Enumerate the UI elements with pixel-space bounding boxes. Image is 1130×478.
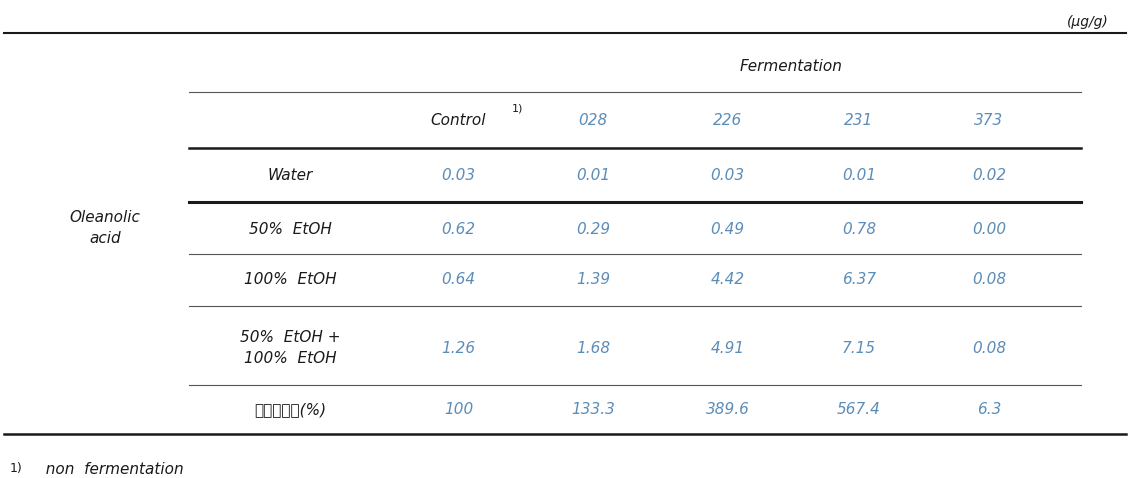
Text: Water: Water	[268, 168, 313, 183]
Text: Fermentation: Fermentation	[739, 59, 843, 74]
Text: 합산증가율(%): 합산증가율(%)	[254, 402, 327, 417]
Text: 028: 028	[579, 113, 608, 128]
Text: 7.15: 7.15	[842, 341, 876, 356]
Text: 0.08: 0.08	[972, 341, 1006, 356]
Text: (μg/g): (μg/g)	[1067, 15, 1109, 29]
Text: 1): 1)	[512, 103, 523, 113]
Text: 567.4: 567.4	[837, 402, 880, 417]
Text: 1.39: 1.39	[576, 272, 610, 287]
Text: 50%  EtOH +
100%  EtOH: 50% EtOH + 100% EtOH	[240, 330, 340, 366]
Text: 0.00: 0.00	[972, 222, 1006, 237]
Text: non  fermentation: non fermentation	[35, 462, 183, 477]
Text: 389.6: 389.6	[706, 402, 749, 417]
Text: 1.26: 1.26	[442, 341, 476, 356]
Text: 0.01: 0.01	[842, 168, 876, 183]
Text: 100%  EtOH: 100% EtOH	[244, 272, 337, 287]
Text: 4.91: 4.91	[711, 341, 745, 356]
Text: 0.62: 0.62	[442, 222, 476, 237]
Text: 0.03: 0.03	[442, 168, 476, 183]
Text: 0.49: 0.49	[711, 222, 745, 237]
Text: 133.3: 133.3	[571, 402, 615, 417]
Text: 0.08: 0.08	[972, 272, 1006, 287]
Text: 0.64: 0.64	[442, 272, 476, 287]
Text: 100: 100	[444, 402, 473, 417]
Text: 0.02: 0.02	[972, 168, 1006, 183]
Text: 0.78: 0.78	[842, 222, 876, 237]
Text: 373: 373	[974, 113, 1003, 128]
Text: 231: 231	[844, 113, 873, 128]
Text: 50%  EtOH: 50% EtOH	[249, 222, 331, 237]
Text: 226: 226	[713, 113, 742, 128]
Text: Oleanolic
acid: Oleanolic acid	[70, 210, 140, 246]
Text: Control: Control	[431, 113, 486, 128]
Text: 6.37: 6.37	[842, 272, 876, 287]
Text: 0.01: 0.01	[576, 168, 610, 183]
Text: 0.03: 0.03	[711, 168, 745, 183]
Text: 1): 1)	[10, 462, 23, 475]
Text: 4.42: 4.42	[711, 272, 745, 287]
Text: 1.68: 1.68	[576, 341, 610, 356]
Text: 6.3: 6.3	[976, 402, 1001, 417]
Text: 0.29: 0.29	[576, 222, 610, 237]
